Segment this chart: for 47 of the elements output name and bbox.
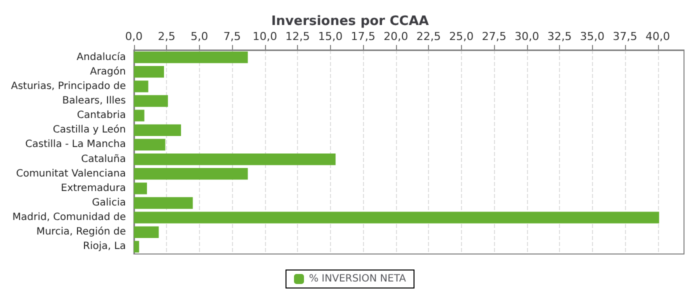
y-tick-label: Comunitat Valenciana [16,168,126,180]
x-tick-label: 15,0 [318,30,343,43]
legend-label: % INVERSION NETA [308,274,406,284]
bar [134,226,159,238]
bar [134,80,148,92]
x-tick-label: 0,0 [125,30,143,43]
y-tick-label: Murcia, Región de [36,226,126,238]
x-tick-label: 35,0 [580,30,605,43]
y-tick-label: Cantabria [77,110,126,122]
x-tick-label: 17,5 [350,30,376,43]
y-tick-label: Madrid, Comunidad de [12,212,126,224]
bar [134,110,144,122]
y-tick-label: Galicia [92,198,126,208]
bar [134,197,193,209]
y-tick-label: Extremadura [60,182,126,194]
bar [134,66,164,78]
x-tick-label: 32,5 [547,30,572,43]
bar [134,168,248,180]
x-tick-label: 2,5 [158,30,176,43]
bar [134,138,166,151]
y-tick-label: Andalucía [76,52,126,63]
x-tick-label: 12,5 [285,30,310,43]
x-tick-label: 5,0 [190,30,208,43]
y-tick-label: Rioja, La [83,241,126,252]
chart-title: Inversiones por CCAA [271,14,429,29]
x-tick-label: 7,5 [223,30,241,43]
bar [134,212,660,224]
y-tick-label: Aragón [90,66,126,78]
y-tick-label: Castilla - La Mancha [25,139,126,150]
bar [134,51,248,64]
x-tick-label: 40,0 [646,30,670,43]
x-tick-label: 10,0 [252,30,278,43]
x-tick-label: 37,5 [612,30,638,43]
x-tick-label: 22,5 [416,30,441,43]
bar [134,182,147,194]
x-tick-label: 25,0 [449,30,474,43]
bar [134,95,168,107]
bar [134,153,336,166]
bar [134,240,140,253]
x-tick-label: 30,0 [514,30,540,43]
bar [134,124,182,136]
y-tick-label: Castilla y León [52,124,126,136]
y-tick-label: Asturias, Principado de [11,80,126,92]
y-tick-label: Cataluña [81,154,126,165]
x-tick-label: 27,5 [482,30,506,43]
y-tick-label: Balears, Illes [62,96,126,106]
x-tick-label: 20,0 [384,30,408,43]
